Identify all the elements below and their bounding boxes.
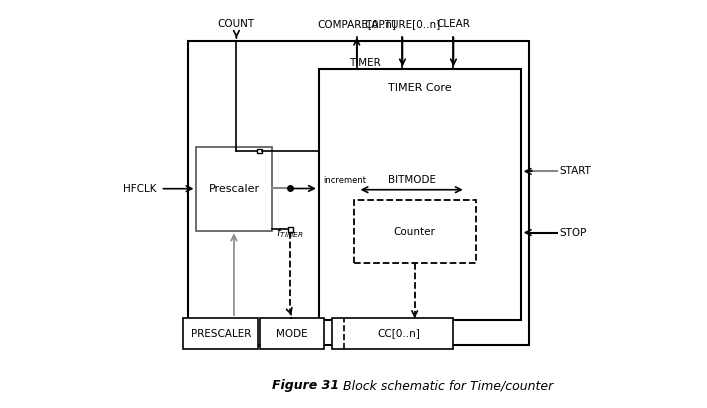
Text: TIMER: TIMER	[349, 58, 381, 68]
Text: COUNT: COUNT	[218, 20, 255, 29]
Text: Block schematic for Time/counter: Block schematic for Time/counter	[335, 379, 554, 392]
Bar	[260, 318, 324, 349]
Bar	[319, 69, 521, 320]
Text: MODE: MODE	[276, 328, 308, 339]
Bar	[197, 147, 272, 231]
Text: CAPTURE[0..n]: CAPTURE[0..n]	[364, 20, 440, 29]
Text: HFCLK: HFCLK	[123, 184, 156, 194]
Text: http://blog.csdn.net: http://blog.csdn.net	[309, 212, 398, 221]
Bar	[257, 149, 262, 153]
Bar	[183, 318, 259, 349]
Text: Prescaler: Prescaler	[209, 184, 259, 194]
Text: STOP: STOP	[559, 228, 587, 237]
Text: BITMODE: BITMODE	[387, 175, 436, 184]
Text: $f_{TIMER}$: $f_{TIMER}$	[276, 226, 303, 240]
Text: PRESCALER: PRESCALER	[190, 328, 251, 339]
Text: Figure 31: Figure 31	[272, 379, 339, 392]
Text: increment: increment	[323, 176, 366, 185]
Text: COMPARE[0..n]: COMPARE[0..n]	[317, 20, 396, 29]
Text: CC[0..n]: CC[0..n]	[377, 328, 420, 339]
Bar	[288, 227, 293, 232]
Text: CLEAR: CLEAR	[436, 20, 470, 29]
Bar	[332, 318, 452, 349]
Text: TIMER Core: TIMER Core	[388, 83, 452, 93]
Text: START: START	[559, 166, 592, 176]
Text: Counter: Counter	[394, 226, 436, 237]
Bar	[354, 200, 476, 263]
Bar	[188, 41, 529, 345]
